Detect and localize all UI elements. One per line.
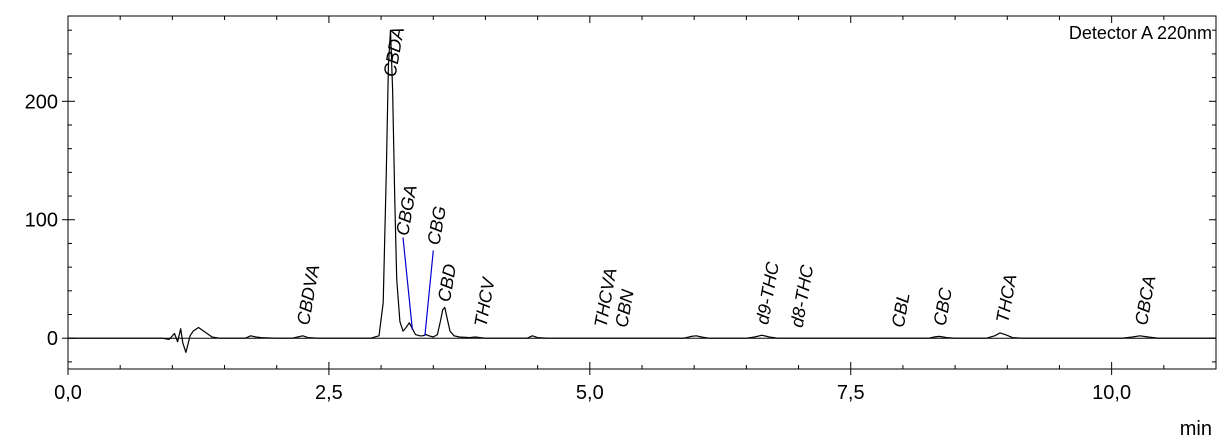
minor-ticks <box>68 16 1217 369</box>
chromatogram-trace <box>68 29 1216 353</box>
peak-label: THCV <box>470 275 499 329</box>
series-group <box>68 29 1216 353</box>
peak-label: CBDA <box>380 26 408 79</box>
y-axis: 0 100 200 <box>25 91 1216 350</box>
peak-label: CBL <box>888 291 914 329</box>
peak-label: d9-THC <box>752 259 783 326</box>
x-tick-label: 2,5 <box>315 382 343 404</box>
peak-label: CBGA <box>392 183 421 237</box>
x-tick-label: 7,5 <box>837 382 865 404</box>
plot-frame <box>67 15 1217 370</box>
peak-label: CBC <box>930 285 956 327</box>
x-axis-unit-label: min <box>1180 418 1212 439</box>
x-axis: 0,0 2,5 5,0 7,5 10,0 <box>54 16 1131 404</box>
peak-label: CBD <box>434 262 460 303</box>
peak-label: CBDVA <box>293 263 323 327</box>
y-tick-label: 0 <box>47 328 58 350</box>
y-tick-label: 200 <box>25 91 58 113</box>
peak-label: THCA <box>992 273 1020 325</box>
peak-label: d8-THC <box>787 262 818 329</box>
peak-label: CBCA <box>1131 274 1159 327</box>
x-tick-label: 5,0 <box>576 382 604 404</box>
peak-label: CBG <box>424 205 450 247</box>
x-tick-label: 10,0 <box>1092 382 1131 404</box>
integration-marker-line <box>402 237 413 330</box>
integration-marker-line <box>424 250 434 336</box>
detector-label: Detector A 220nm <box>1069 23 1212 43</box>
y-tick-label: 100 <box>25 210 58 232</box>
x-tick-label: 0,0 <box>54 382 82 404</box>
